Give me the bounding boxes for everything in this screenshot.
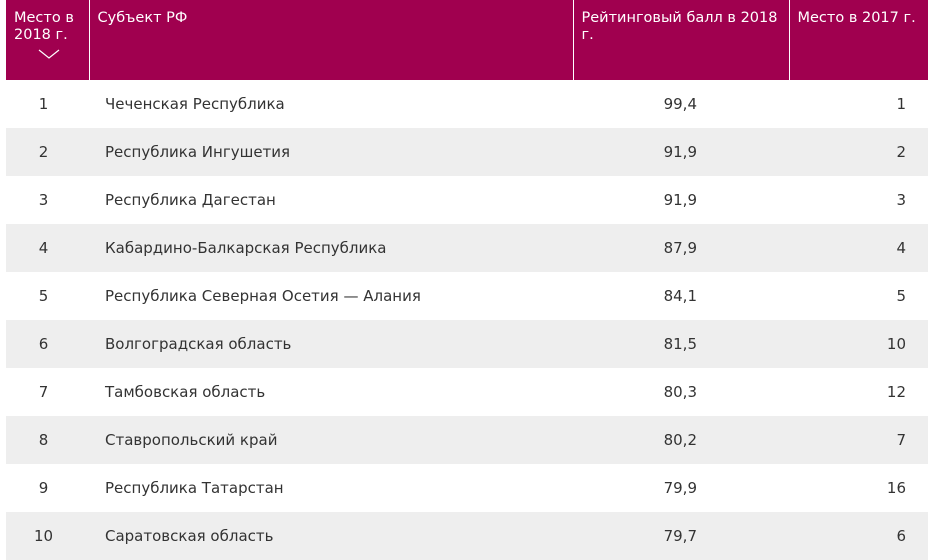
cell-region: Республика Северная Осетия — Алания	[89, 272, 573, 320]
header-region[interactable]: Субъект РФ	[89, 0, 573, 80]
table-row: 1 Чеченская Республика 99,4 1	[6, 80, 928, 128]
table-row: 3 Республика Дагестан 91,9 3	[6, 176, 928, 224]
cell-score: 91,9	[573, 128, 789, 176]
cell-score: 81,5	[573, 320, 789, 368]
cell-rank: 5	[6, 272, 89, 320]
cell-rank: 8	[6, 416, 89, 464]
cell-prev-rank: 2	[789, 128, 928, 176]
cell-score: 91,9	[573, 176, 789, 224]
cell-region: Чеченская Республика	[89, 80, 573, 128]
cell-prev-rank: 7	[789, 416, 928, 464]
cell-rank: 7	[6, 368, 89, 416]
cell-score: 79,9	[573, 464, 789, 512]
cell-rank: 6	[6, 320, 89, 368]
cell-region: Кабардино-Балкарская Республика	[89, 224, 573, 272]
chevron-down-icon[interactable]	[38, 49, 60, 59]
cell-prev-rank: 10	[789, 320, 928, 368]
table-row: 10 Саратовская область 79,7 6	[6, 512, 928, 560]
header-rank-2018-label: Место в 2018 г.	[14, 10, 89, 44]
cell-score: 80,2	[573, 416, 789, 464]
cell-prev-rank: 3	[789, 176, 928, 224]
header-rank-2017[interactable]: Место в 2017 г.	[789, 0, 928, 80]
table-row: 2 Республика Ингушетия 91,9 2	[6, 128, 928, 176]
header-region-label: Субъект РФ	[98, 10, 573, 27]
cell-score: 84,1	[573, 272, 789, 320]
cell-region: Тамбовская область	[89, 368, 573, 416]
cell-region: Республика Ингушетия	[89, 128, 573, 176]
header-row: Место в 2018 г. Субъект РФ Рейтинговый б…	[6, 0, 928, 80]
cell-prev-rank: 6	[789, 512, 928, 560]
cell-prev-rank: 1	[789, 80, 928, 128]
cell-prev-rank: 5	[789, 272, 928, 320]
cell-score: 80,3	[573, 368, 789, 416]
header-score-2018-label: Рейтинговый балл в 2018 г.	[582, 10, 789, 44]
table-row: 9 Республика Татарстан 79,9 16	[6, 464, 928, 512]
cell-score: 79,7	[573, 512, 789, 560]
header-rank-2017-label: Место в 2017 г.	[798, 10, 928, 27]
cell-region: Республика Дагестан	[89, 176, 573, 224]
cell-prev-rank: 4	[789, 224, 928, 272]
cell-region: Ставропольский край	[89, 416, 573, 464]
cell-prev-rank: 16	[789, 464, 928, 512]
cell-region: Саратовская область	[89, 512, 573, 560]
cell-rank: 1	[6, 80, 89, 128]
cell-region: Волгоградская область	[89, 320, 573, 368]
cell-prev-rank: 12	[789, 368, 928, 416]
table-row: 5 Республика Северная Осетия — Алания 84…	[6, 272, 928, 320]
table-row: 4 Кабардино-Балкарская Республика 87,9 4	[6, 224, 928, 272]
table-header: Место в 2018 г. Субъект РФ Рейтинговый б…	[6, 0, 928, 80]
cell-rank: 4	[6, 224, 89, 272]
header-rank-2018[interactable]: Место в 2018 г.	[6, 0, 89, 80]
cell-region: Республика Татарстан	[89, 464, 573, 512]
table-row: 8 Ставропольский край 80,2 7	[6, 416, 928, 464]
cell-score: 87,9	[573, 224, 789, 272]
table-body: 1 Чеченская Республика 99,4 1 2 Республи…	[6, 80, 928, 560]
cell-rank: 2	[6, 128, 89, 176]
cell-rank: 3	[6, 176, 89, 224]
table-row: 7 Тамбовская область 80,3 12	[6, 368, 928, 416]
table-row: 6 Волгоградская область 81,5 10	[6, 320, 928, 368]
header-score-2018[interactable]: Рейтинговый балл в 2018 г.	[573, 0, 789, 80]
cell-rank: 10	[6, 512, 89, 560]
cell-rank: 9	[6, 464, 89, 512]
cell-score: 99,4	[573, 80, 789, 128]
rating-table: Место в 2018 г. Субъект РФ Рейтинговый б…	[6, 0, 928, 560]
